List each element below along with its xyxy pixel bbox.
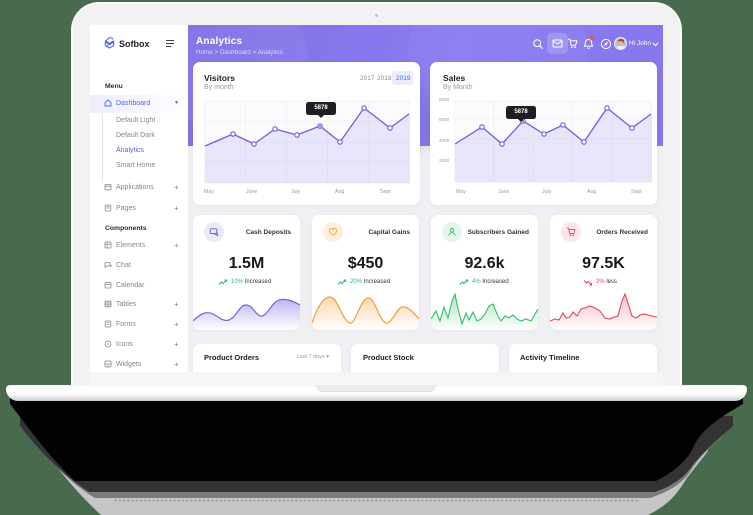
svg-text:May: May: [456, 189, 466, 195]
svg-text:Aug: Aug: [335, 189, 344, 195]
svg-text:July: July: [291, 189, 301, 195]
svg-text:Sept: Sept: [631, 189, 642, 195]
svg-text:Aug: Aug: [587, 189, 596, 195]
svg-text:May: May: [204, 189, 214, 195]
svg-text:June: June: [246, 189, 257, 195]
svg-text:Sept: Sept: [380, 189, 391, 195]
svg-text:June: June: [498, 189, 509, 195]
svg-text:July: July: [542, 189, 552, 195]
